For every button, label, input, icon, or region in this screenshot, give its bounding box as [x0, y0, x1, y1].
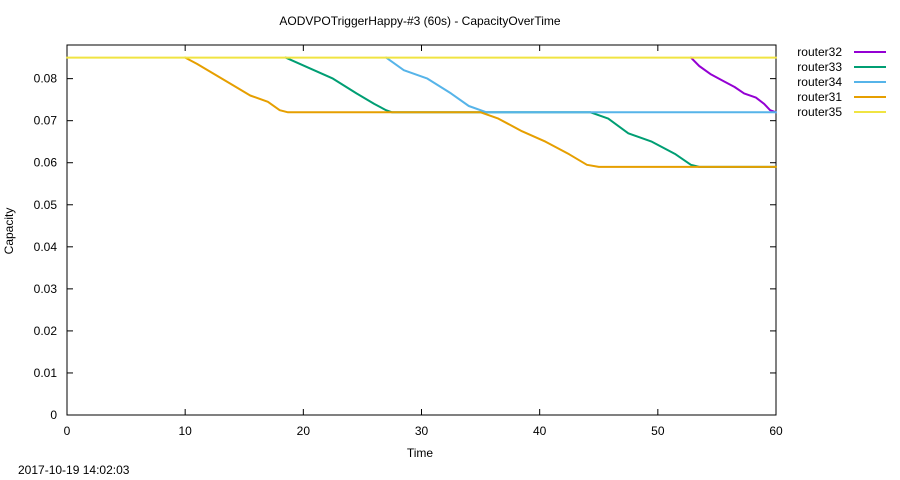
plot-area: 0 10 20 30 40 50 60 0 0.01 0.02 0.03 0.04 0.05 0.06 0.…: [34, 44, 783, 438]
x-tick-label: 40: [533, 424, 547, 438]
y-tick-label: 0.08: [34, 72, 58, 86]
y-tick-label: 0.02: [34, 324, 58, 338]
x-axis-label: Time: [407, 446, 434, 460]
y-tick-label: 0.06: [34, 156, 58, 170]
y-tick-label: 0.07: [34, 114, 58, 128]
y-tick-label: 0.01: [34, 366, 58, 380]
x-tick-label: 50: [651, 424, 665, 438]
chart-title: AODVPOTriggerHappy-#3 (60s) - CapacityOv…: [279, 14, 561, 28]
x-tick-label: 60: [769, 424, 783, 438]
series-line-router34: [385, 56, 777, 114]
series-line-router32: [689, 56, 777, 114]
plot-frame: [66, 44, 777, 416]
x-tick-label: 0: [64, 424, 71, 438]
x-tick-label: 30: [415, 424, 429, 438]
legend-label: router31: [797, 90, 842, 104]
series-line-router31: [184, 56, 777, 168]
timestamp-label: 2017-10-19 14:02:03: [18, 463, 130, 477]
y-axis-label: Capacity: [2, 208, 16, 255]
x-tick-label: 20: [297, 424, 311, 438]
y-tick-label: 0.04: [34, 240, 58, 254]
legend-label: router35: [797, 105, 842, 119]
y-tick-label: 0.03: [34, 282, 58, 296]
legend-label: router33: [797, 60, 842, 74]
legend-label: router34: [797, 75, 842, 89]
y-tick-label: 0.05: [34, 198, 58, 212]
legend-label: router32: [797, 45, 842, 59]
y-tick-label: 0: [50, 408, 57, 422]
x-tick-label: 10: [178, 424, 192, 438]
